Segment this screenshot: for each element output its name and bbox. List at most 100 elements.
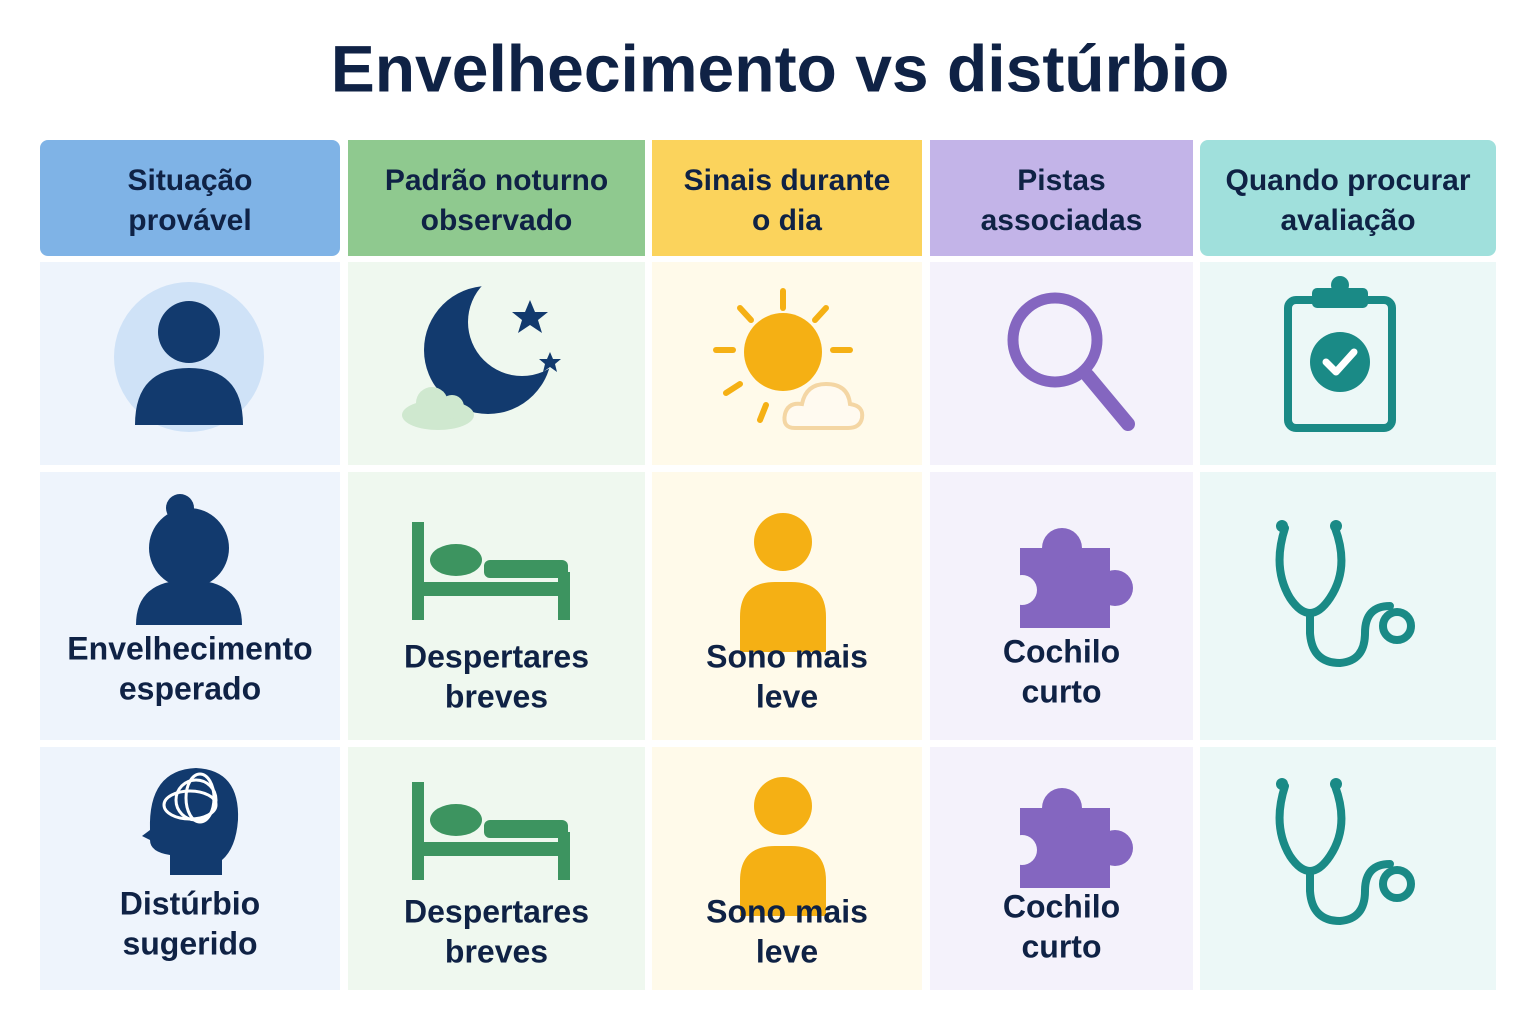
bed-icon-part xyxy=(430,804,482,836)
person-icon xyxy=(114,282,264,432)
header-cell xyxy=(40,140,340,256)
puzzle-icon xyxy=(1007,788,1133,888)
person-icon-part xyxy=(740,582,826,652)
bed-icon-part xyxy=(412,582,570,596)
cell-label: breves xyxy=(445,933,548,969)
cell-label: curto xyxy=(1022,673,1102,709)
stethoscope-icon-part xyxy=(1275,524,1415,668)
elder-icon-part xyxy=(136,580,242,625)
stethoscope-icon-part xyxy=(1275,782,1415,926)
stethoscope-icon-part xyxy=(1330,778,1342,790)
bed-icon-part xyxy=(484,560,568,578)
cell-label: Despertares xyxy=(404,638,589,674)
header-cell xyxy=(652,140,922,256)
table-cell xyxy=(348,472,645,740)
brain-head-icon-part xyxy=(184,772,216,824)
cell-label: sugerido xyxy=(122,925,257,961)
sun-icon-part xyxy=(757,402,769,423)
header-text: avaliação xyxy=(1280,204,1415,237)
elder-icon xyxy=(136,494,242,625)
header-text: provável xyxy=(128,204,251,237)
header-cell xyxy=(348,140,645,256)
stethoscope-icon xyxy=(1275,778,1415,926)
cell-label: Envelhecimento xyxy=(67,630,312,666)
header-text: Sinais durante xyxy=(684,164,891,197)
clipboard-icon-part xyxy=(1331,276,1349,294)
bed-icon-part xyxy=(412,522,424,620)
sun-icon-part xyxy=(744,313,822,391)
puzzle-icon-part xyxy=(1042,528,1082,568)
person-icon xyxy=(740,513,826,652)
brain-head-icon-part xyxy=(162,789,218,821)
cell-label: Cochilo xyxy=(1003,888,1120,924)
magnifier-icon-part xyxy=(1007,292,1103,388)
table-cell xyxy=(348,747,645,990)
moon-icon-part xyxy=(440,395,464,419)
person-icon-part xyxy=(754,777,812,835)
puzzle-icon-part xyxy=(1097,830,1133,866)
header-text: Situação xyxy=(127,164,252,197)
sun-icon-part xyxy=(812,305,829,323)
elder-icon-part xyxy=(166,494,194,522)
header-text: Pistas xyxy=(1017,164,1105,197)
cell-label: Sono mais xyxy=(706,638,868,674)
table-cell xyxy=(1200,472,1496,740)
header-text: Quando procurar xyxy=(1225,164,1470,197)
title: Envelhecimento vs distúrbio xyxy=(331,31,1230,105)
stethoscope-icon xyxy=(1275,520,1415,668)
clipboard-icon-part xyxy=(1310,332,1370,392)
cell-label: Despertares xyxy=(404,893,589,929)
person-icon-part xyxy=(135,368,243,425)
puzzle-icon-part xyxy=(1007,835,1037,865)
stethoscope-icon-part xyxy=(1276,520,1288,532)
cell-label: breves xyxy=(445,678,548,714)
brain-head-icon xyxy=(142,768,239,875)
person-icon-part xyxy=(754,513,812,571)
cell-label: curto xyxy=(1022,928,1102,964)
bed-icon xyxy=(412,522,570,620)
header-text: o dia xyxy=(752,204,822,237)
bed-icon-part xyxy=(484,820,568,838)
cell-label: Cochilo xyxy=(1003,633,1120,669)
table-cell xyxy=(1200,747,1496,990)
puzzle-icon-part xyxy=(1042,788,1082,828)
person-icon-part xyxy=(740,846,826,916)
brain-head-icon-part xyxy=(162,772,218,824)
stethoscope-icon-part xyxy=(1379,608,1415,644)
header-text: associadas xyxy=(981,204,1143,237)
bed-icon-part xyxy=(430,544,482,576)
cell-label: Sono mais xyxy=(706,893,868,929)
stethoscope-icon-part xyxy=(1330,520,1342,532)
elder-icon-part xyxy=(149,508,229,588)
cell-label: leve xyxy=(756,933,818,969)
moon-icon-part xyxy=(512,300,548,333)
magnifier-icon-part xyxy=(1081,369,1135,431)
stethoscope-icon-part xyxy=(1379,866,1415,902)
bed-icon xyxy=(412,782,570,880)
clipboard-icon-part xyxy=(1312,288,1368,308)
sun-icon xyxy=(713,288,865,430)
sun-icon-part xyxy=(723,381,743,396)
table-cell xyxy=(930,262,1193,465)
moon-icon xyxy=(402,268,576,430)
clipboard-icon-part xyxy=(1322,348,1358,376)
bed-icon-part xyxy=(412,842,570,856)
moon-icon-part xyxy=(539,352,561,372)
puzzle-icon-part xyxy=(1007,575,1037,605)
magnifier-icon xyxy=(1007,292,1135,431)
bed-icon-part xyxy=(558,572,570,620)
moon-icon-part xyxy=(416,387,448,419)
cell-label: leve xyxy=(756,678,818,714)
clipboard-icon xyxy=(1284,276,1396,432)
header-text: Padrão noturno xyxy=(385,164,608,197)
stethoscope-icon-part xyxy=(1306,860,1394,926)
puzzle-icon-part xyxy=(1097,570,1133,606)
cell-label: esperado xyxy=(119,670,261,706)
sun-icon-part xyxy=(782,381,865,430)
header-text: observado xyxy=(421,204,573,237)
header-cell xyxy=(930,140,1193,256)
sun-icon-part xyxy=(737,305,754,323)
person-icon-part xyxy=(158,301,220,363)
